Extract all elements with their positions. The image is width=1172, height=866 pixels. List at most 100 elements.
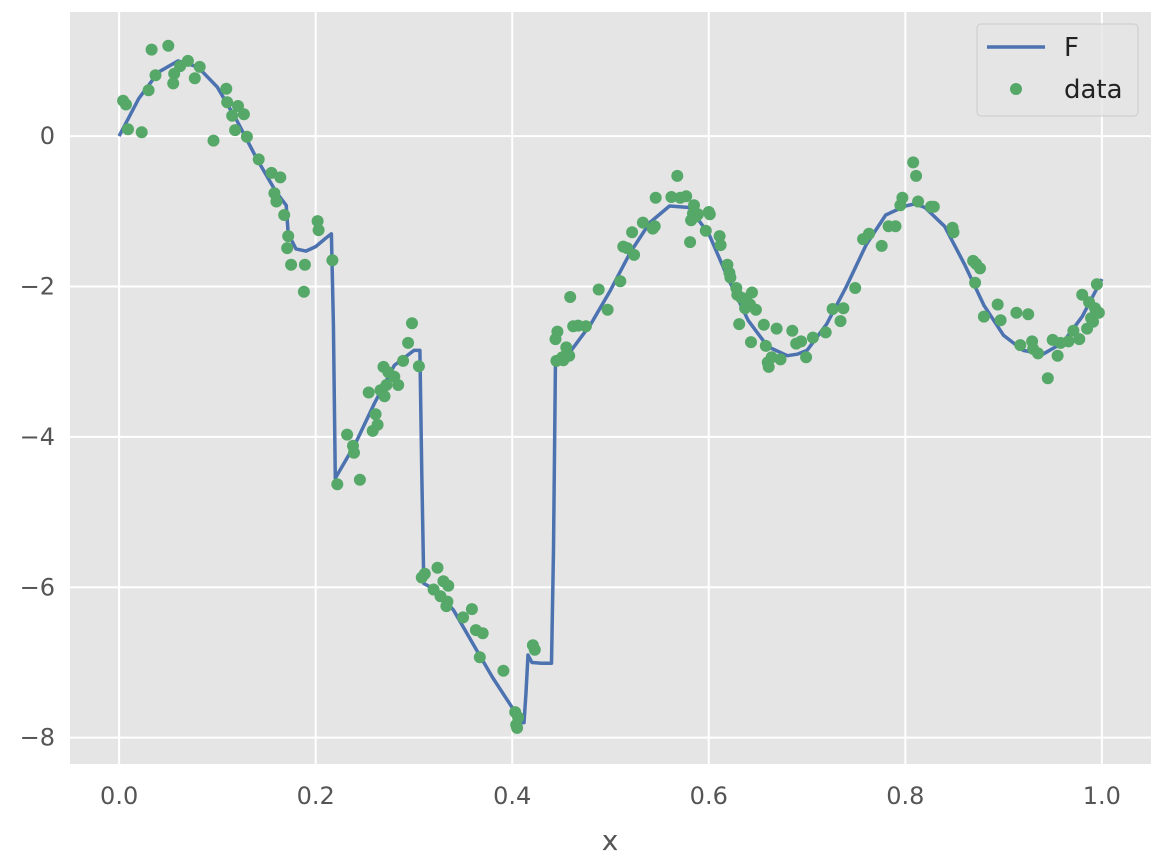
data-point xyxy=(795,335,808,348)
data-point xyxy=(786,324,799,337)
data-point xyxy=(800,351,813,364)
data-point xyxy=(353,473,366,486)
data-point xyxy=(626,226,639,239)
data-point xyxy=(362,386,375,399)
data-point xyxy=(270,195,283,208)
data-point xyxy=(512,711,525,724)
y-tick-label: −8 xyxy=(20,724,55,752)
data-point xyxy=(896,191,909,204)
data-point xyxy=(229,124,242,137)
data-point xyxy=(392,379,405,391)
data-point xyxy=(564,291,577,303)
data-point xyxy=(994,314,1007,327)
data-point xyxy=(649,191,662,204)
data-point xyxy=(703,208,716,221)
data-point xyxy=(699,224,712,237)
legend-point-swatch xyxy=(1010,83,1022,95)
data-point xyxy=(441,595,454,608)
data-point xyxy=(912,195,925,208)
data-point xyxy=(326,254,339,267)
data-point xyxy=(969,276,982,289)
data-point xyxy=(397,354,410,367)
y-tick-label: 0 xyxy=(40,122,55,150)
data-point xyxy=(692,208,704,221)
data-point xyxy=(889,220,902,233)
legend-label-F: F xyxy=(1064,33,1079,63)
data-point xyxy=(1010,306,1023,319)
data-point xyxy=(232,100,244,112)
data-point xyxy=(278,209,291,221)
data-point xyxy=(341,428,354,441)
data-point xyxy=(733,318,746,331)
y-tick-label: −6 xyxy=(20,573,55,601)
data-point xyxy=(497,664,510,677)
data-point xyxy=(142,84,155,97)
data-point xyxy=(614,275,627,288)
y-tick-label: −4 xyxy=(20,423,55,451)
data-point xyxy=(636,216,649,229)
data-point xyxy=(378,390,391,403)
data-point xyxy=(226,109,239,122)
data-point xyxy=(1041,372,1054,385)
data-point xyxy=(774,353,787,366)
data-point xyxy=(974,262,986,275)
data-point xyxy=(592,283,605,296)
data-point xyxy=(770,322,783,335)
data-point xyxy=(167,77,180,90)
legend-label-data: data xyxy=(1064,75,1123,105)
data-point xyxy=(402,336,415,349)
data-point xyxy=(348,446,360,459)
data-point xyxy=(331,478,344,491)
x-axis-label: x xyxy=(602,824,619,857)
x-tick-label: 0.6 xyxy=(690,782,728,810)
legend: F data xyxy=(976,23,1139,117)
data-point xyxy=(473,651,486,664)
x-tick-label: 0.0 xyxy=(100,782,138,810)
data-point xyxy=(412,360,425,373)
data-point xyxy=(149,69,162,82)
data-point xyxy=(714,239,727,252)
data-point xyxy=(579,320,592,333)
data-point xyxy=(181,54,194,67)
data-point xyxy=(563,349,576,362)
x-tick-label: 0.4 xyxy=(493,782,531,810)
data-point xyxy=(193,60,206,73)
data-point xyxy=(907,156,920,169)
data-point xyxy=(759,339,772,352)
plot-area xyxy=(117,39,1105,734)
data-point xyxy=(281,242,294,255)
data-point xyxy=(1067,324,1080,337)
data-point xyxy=(1022,308,1035,321)
data-point xyxy=(1032,347,1044,360)
data-point xyxy=(476,627,489,640)
data-point xyxy=(671,169,684,182)
data-point xyxy=(465,603,478,616)
data-point xyxy=(806,331,819,344)
tick-labels: 0.0 0.2 0.4 0.6 0.8 1.0 0 −2 −4 −6 −8 xyxy=(20,122,1121,810)
data-point xyxy=(1051,349,1064,362)
data-point xyxy=(274,171,287,184)
data-point xyxy=(757,318,770,331)
x-tick-label: 0.8 xyxy=(886,782,924,810)
data-point xyxy=(431,561,444,574)
data-point xyxy=(122,123,134,136)
data-point xyxy=(977,310,990,323)
data-point xyxy=(312,224,325,237)
data-point xyxy=(1073,333,1086,346)
data-point xyxy=(947,226,960,239)
data-point xyxy=(749,303,762,316)
data-point xyxy=(135,126,148,139)
data-point xyxy=(188,72,201,85)
data-point xyxy=(221,96,234,109)
data-point xyxy=(528,643,541,656)
data-point xyxy=(863,227,875,240)
data-point xyxy=(826,303,839,315)
data-point xyxy=(724,271,737,284)
data-point xyxy=(648,220,661,233)
data-point xyxy=(745,336,757,349)
data-point xyxy=(311,215,324,228)
x-tick-label: 0.2 xyxy=(297,782,335,810)
data-point xyxy=(442,579,455,592)
data-point xyxy=(601,303,614,316)
data-point xyxy=(282,230,295,243)
